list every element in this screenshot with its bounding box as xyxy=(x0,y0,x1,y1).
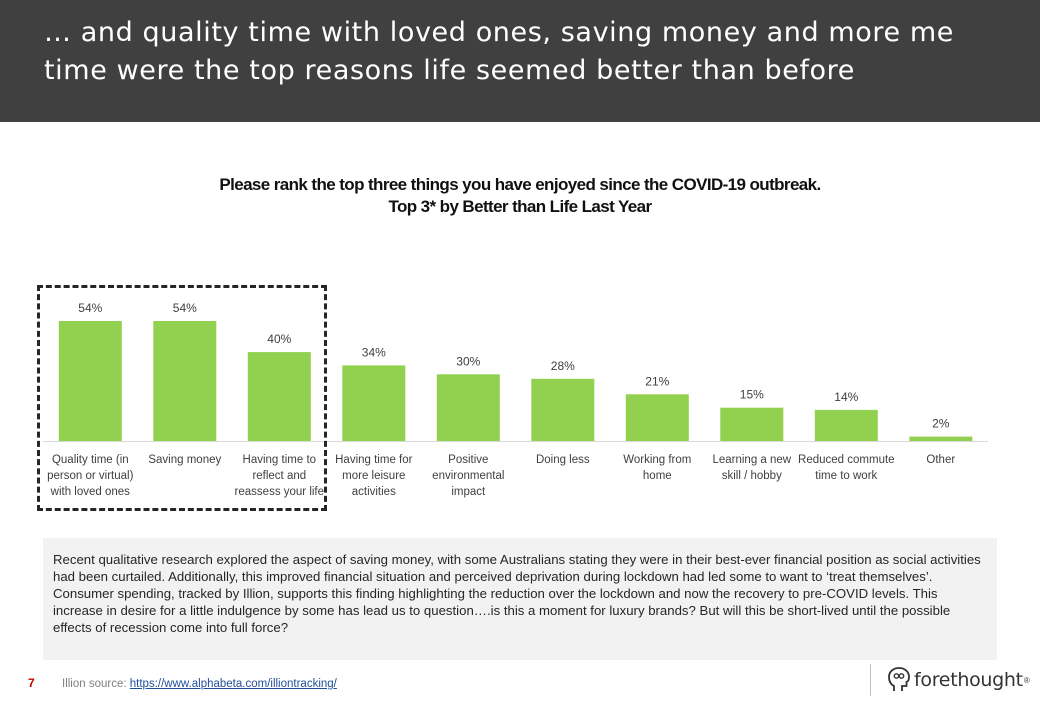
registered-mark: ® xyxy=(1023,675,1030,685)
data-label-7: 15% xyxy=(740,388,764,402)
bar-9 xyxy=(909,436,973,441)
data-label-2: 40% xyxy=(267,332,291,346)
data-label-9: 2% xyxy=(932,417,950,431)
category-label-5: Doing less xyxy=(536,454,590,466)
category-label-6: Working from home xyxy=(623,454,691,482)
category-label-2: Having time to reflect and reassess your l… xyxy=(235,454,324,498)
bar-1 xyxy=(153,321,217,441)
data-label-5: 28% xyxy=(551,359,575,373)
category-label-9: Other xyxy=(926,454,955,466)
page-number: 7 xyxy=(28,676,35,690)
highlight-dashed-box xyxy=(37,285,327,511)
source-link[interactable]: https://www.alphabeta.com/illiontracking… xyxy=(129,678,337,690)
page-title: … and quality time with loved ones, savi… xyxy=(44,17,955,86)
data-label-8: 14% xyxy=(834,390,858,404)
category-label-4: Positive environmental impact xyxy=(432,454,504,498)
chart-title: Please rank the top three things you hav… xyxy=(0,174,1040,218)
data-label-0: 54% xyxy=(78,301,102,315)
source-label: Illion source: xyxy=(62,678,130,690)
commentary-text: Recent qualitative research explored the… xyxy=(53,552,981,635)
forethought-logo: forethought ® xyxy=(888,664,1030,696)
data-label-4: 30% xyxy=(456,354,480,368)
category-label-8: Reduced commute time to work xyxy=(798,454,895,482)
chart-title-line1: Please rank the top three things you hav… xyxy=(219,175,821,194)
category-label-7: Learning a new skill / hobby xyxy=(712,454,791,482)
brand-name: forethought xyxy=(914,669,1023,691)
bar-6 xyxy=(625,394,689,441)
logo-divider xyxy=(870,664,871,696)
data-label-1: 54% xyxy=(173,301,197,315)
head-icon xyxy=(888,667,910,691)
bar-7 xyxy=(720,407,784,441)
bar-chart: 54% Quality time (in person or virtual) wit… xyxy=(43,301,988,498)
header-bar: … and quality time with loved ones, savi… xyxy=(0,0,1040,122)
commentary-box: Recent qualitative research explored the… xyxy=(43,538,997,660)
data-label-3: 34% xyxy=(362,345,386,359)
category-label-3: Having time for more leisure activities xyxy=(335,454,413,498)
bar-0 xyxy=(58,321,122,441)
bar-3 xyxy=(342,365,406,441)
data-label-6: 21% xyxy=(645,374,669,388)
bar-2 xyxy=(247,352,311,441)
bar-4 xyxy=(436,374,500,441)
category-label-1: Saving money xyxy=(148,454,221,466)
source-note: Illion source: https://www.alphabeta.com… xyxy=(62,678,337,690)
category-label-0: Quality time (in person or virtual) with l… xyxy=(47,454,133,498)
bar-5 xyxy=(531,378,595,441)
chart-title-line2: Top 3* by Better than Life Last Year xyxy=(388,197,652,216)
bar-8 xyxy=(814,409,878,441)
